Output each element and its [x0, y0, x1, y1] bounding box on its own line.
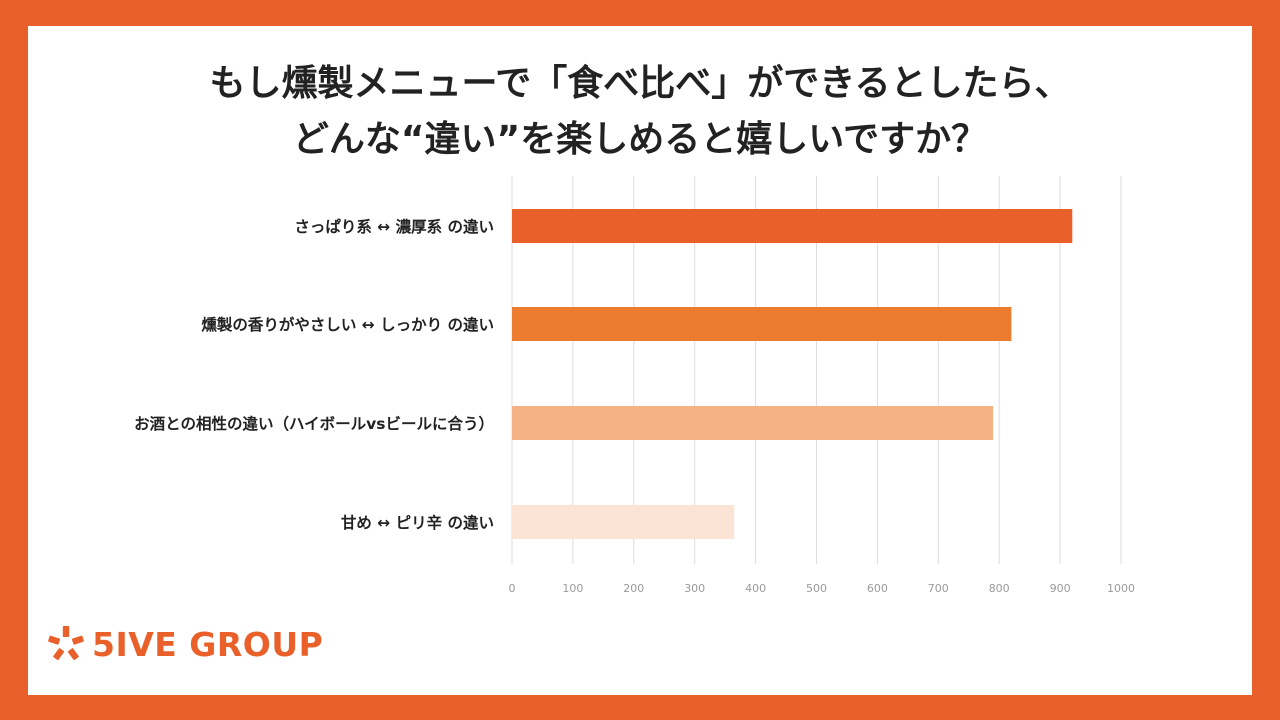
x-tick-label-100: 100 [562, 582, 583, 595]
x-tick-label-1000: 1000 [1107, 582, 1135, 595]
category-label-1: さっぱり系 ↔ 濃厚系 の違い [294, 217, 494, 236]
x-tick-label-200: 200 [623, 582, 644, 595]
bar-2 [512, 307, 1012, 341]
brand-logo-text: 5IVE GROUP [92, 624, 324, 664]
x-tick-label-0: 0 [509, 582, 516, 595]
asterisk-logo-icon [48, 626, 84, 661]
brand-logo: 5IVE GROUP [46, 624, 323, 664]
x-tick-label-700: 700 [928, 582, 949, 595]
x-tick-label-500: 500 [806, 582, 827, 595]
title-line-1: もし燻製メニューで「食べ比べ」ができるとしたら、 [209, 63, 1071, 104]
page-title: もし燻製メニューで「食べ比べ」ができるとしたら、 どんな“違い”を楽しめると嬉し… [28, 56, 1252, 168]
x-tick-label-900: 900 [1050, 582, 1071, 595]
title-line-2: どんな“違い”を楽しめると嬉しいですか？ [292, 119, 988, 160]
category-label-4: 甘め ↔ ピリ辛 の違い [341, 513, 494, 532]
x-tick-label-300: 300 [684, 582, 705, 595]
x-tick-label-800: 800 [989, 582, 1010, 595]
bar-4 [512, 505, 735, 539]
category-label-2: 燻製の香りがやさしい ↔ しっかり の違い [201, 315, 494, 334]
chart-card: もし燻製メニューで「食べ比べ」ができるとしたら、 どんな“違い”を楽しめると嬉し… [28, 26, 1252, 695]
x-tick-label-400: 400 [745, 582, 766, 595]
x-tick-label-600: 600 [867, 582, 888, 595]
category-label-3: お酒との相性の違い（ハイボールvsビールに合う） [134, 414, 494, 433]
bar-1 [512, 209, 1073, 243]
bar-3 [512, 406, 994, 440]
